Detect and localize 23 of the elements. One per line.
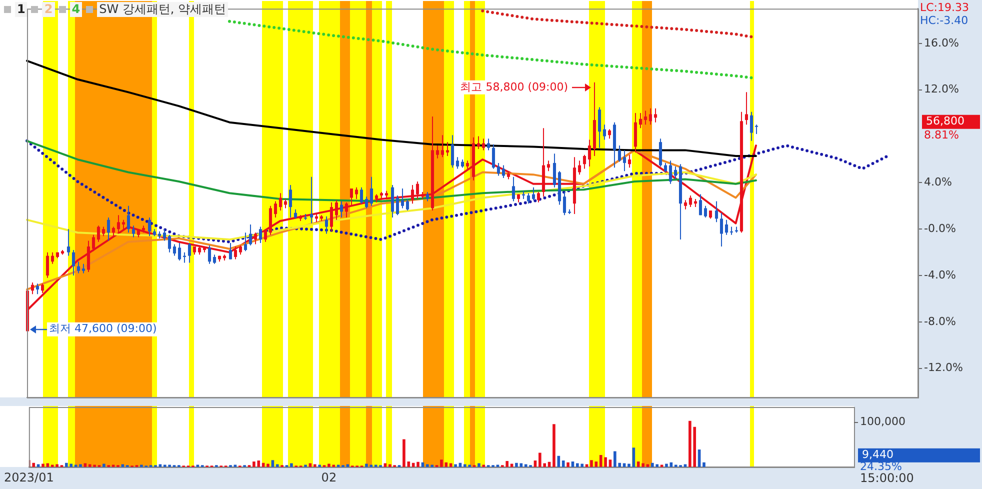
text: 100,000 xyxy=(860,414,906,428)
annotation: SW 강세패턴, 약세패턴 xyxy=(97,2,228,17)
text: 1 xyxy=(15,2,28,17)
text: 8.81% xyxy=(924,128,959,142)
text: 9,440 xyxy=(862,448,894,462)
annotation: 4 xyxy=(70,2,82,17)
text: 24.35% xyxy=(860,460,902,474)
y-tick-label: 12.0% xyxy=(924,82,959,96)
y-tick-label: -0.0% xyxy=(924,222,956,235)
annotation: 2 xyxy=(42,2,55,17)
text: LC:19.33 xyxy=(920,0,970,14)
x-tick-label: 2023/01 xyxy=(4,470,54,484)
y-tick-label: -4.0% xyxy=(924,268,956,282)
text: 56,800 xyxy=(926,114,964,128)
x-tick-label: 02 xyxy=(321,470,337,484)
text: HC:-3.40 xyxy=(920,14,968,27)
y-tick-label: -8.0% xyxy=(924,314,956,328)
annotation: 최고 58,800 (09:00) xyxy=(460,80,568,94)
y-tick-label: 4.0% xyxy=(924,176,952,189)
text: 15:00:00 xyxy=(860,471,914,486)
y-tick-label: -12.0% xyxy=(924,361,963,374)
annotation: 최저 47,600 (09:00) xyxy=(49,322,157,336)
y-tick-label: 16.0% xyxy=(924,36,959,50)
